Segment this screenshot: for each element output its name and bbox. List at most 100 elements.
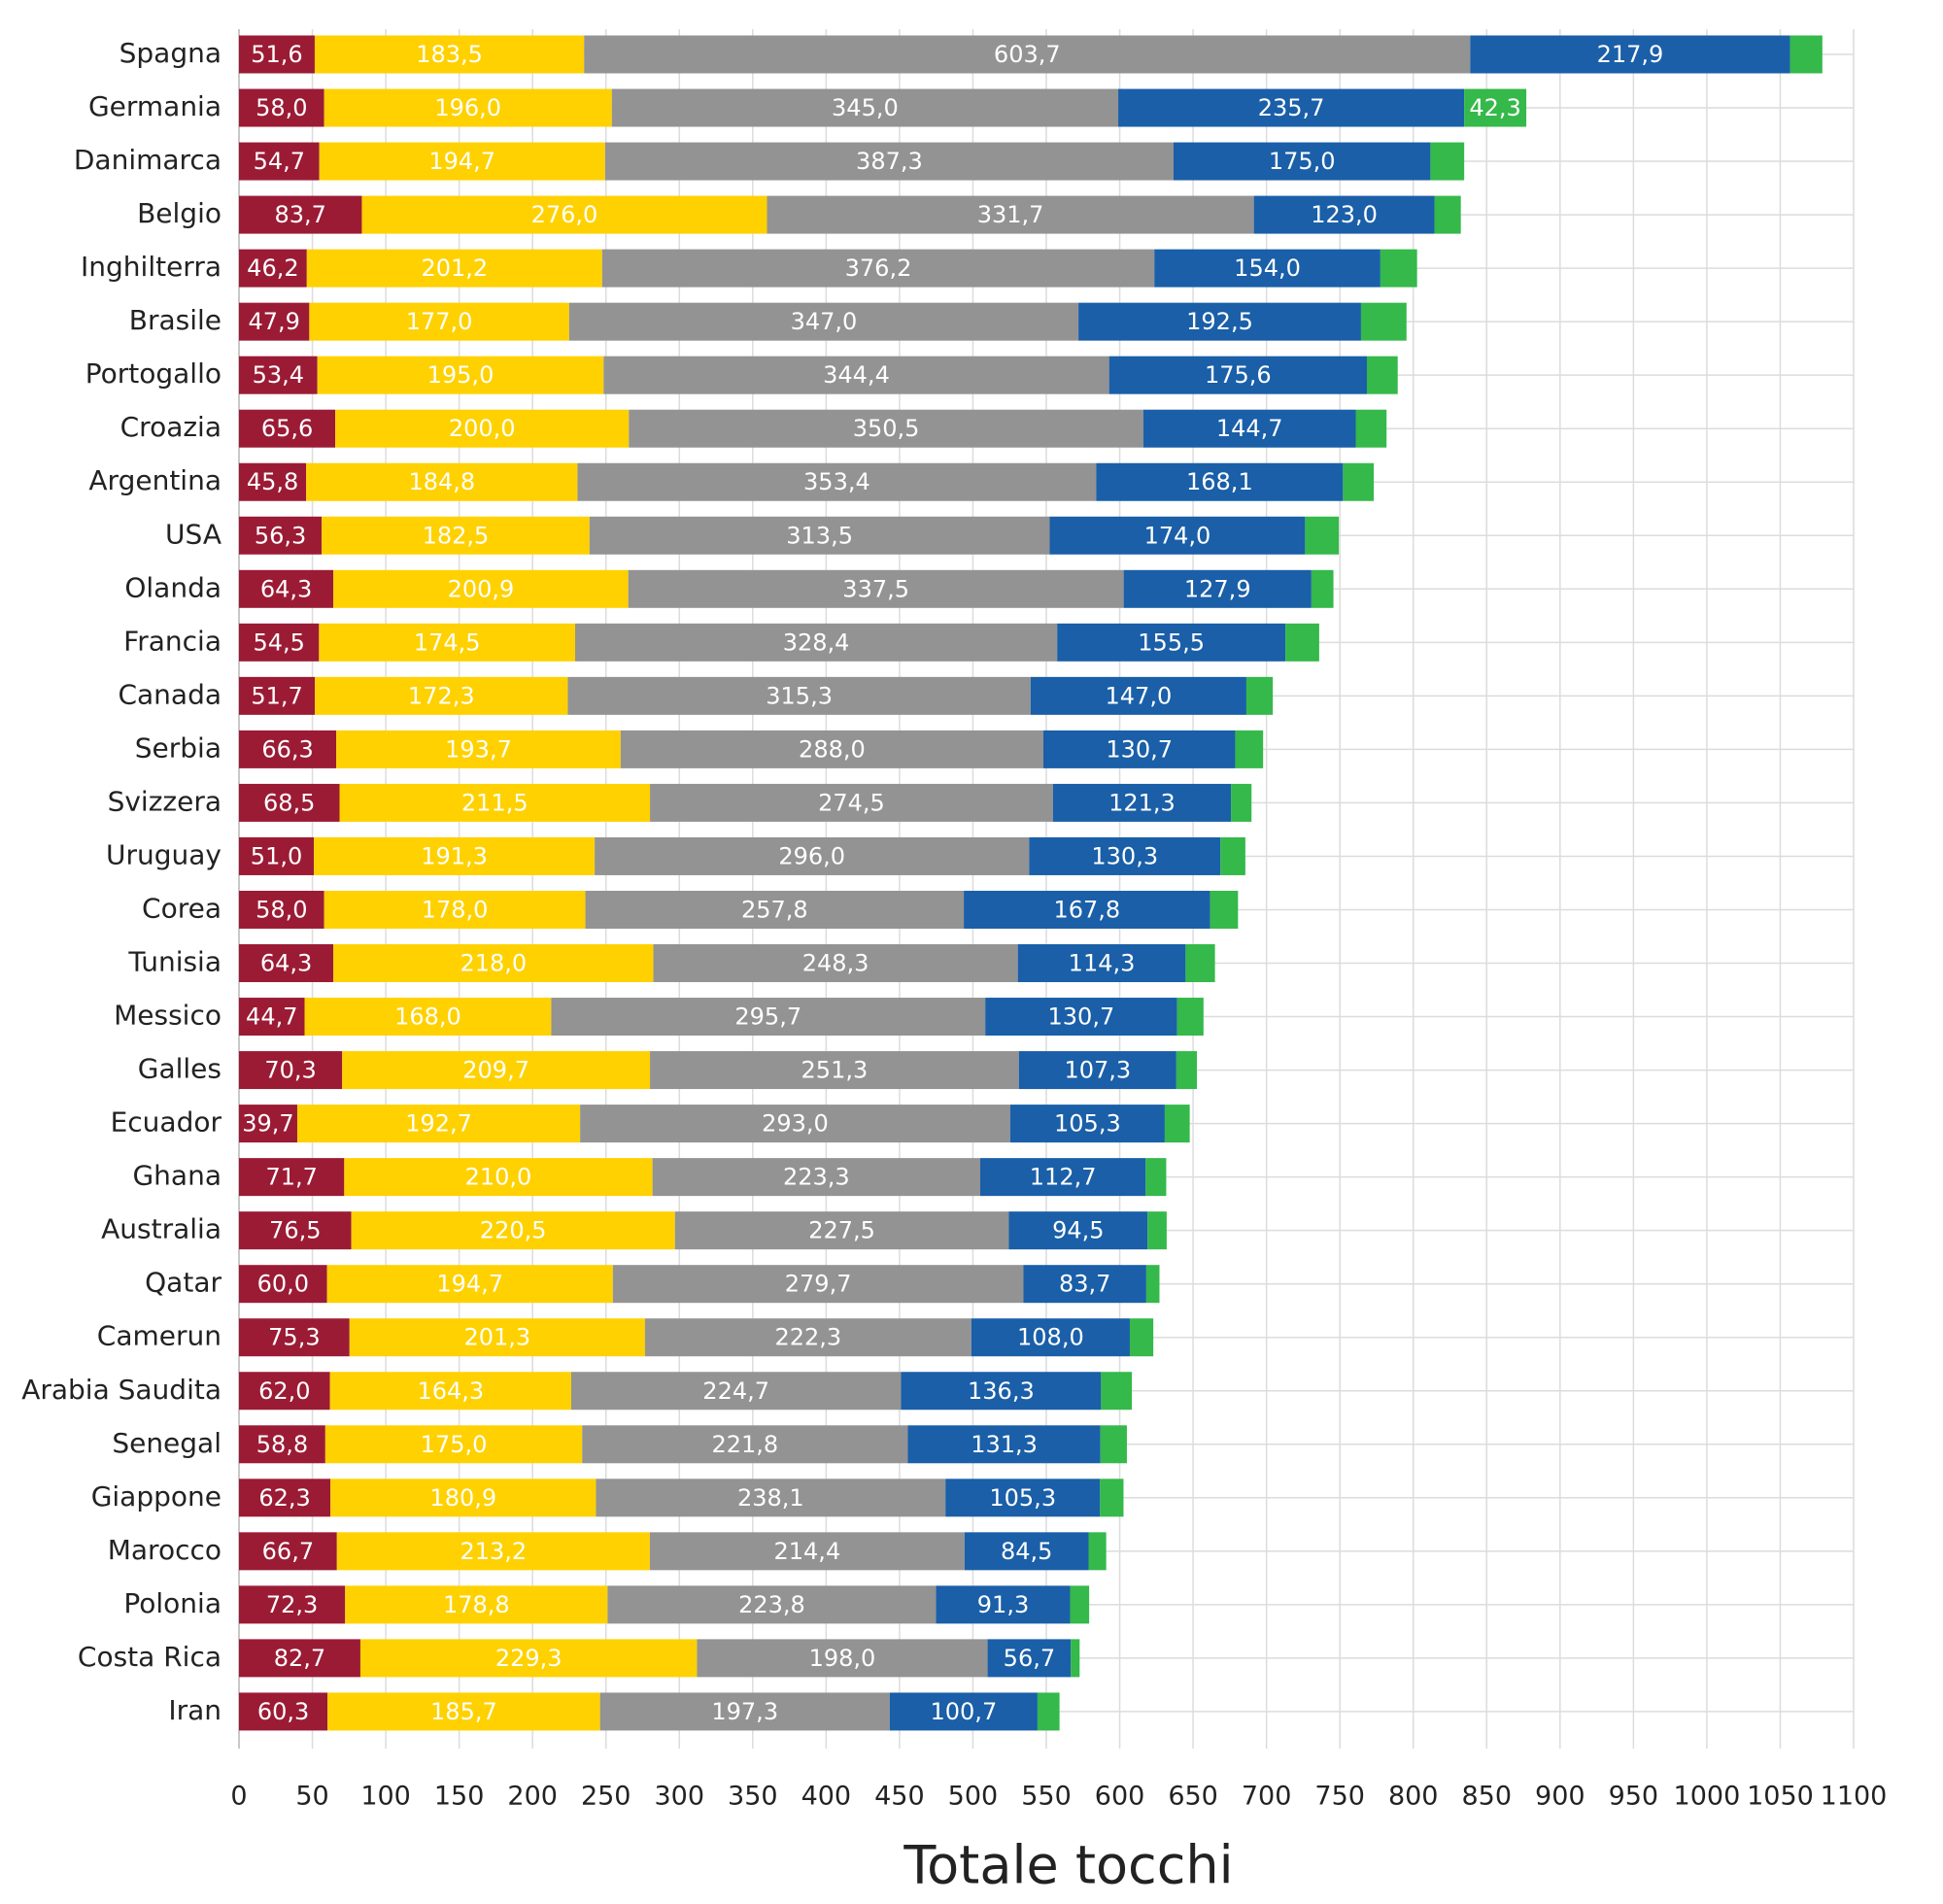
value-label: 193,7 (445, 735, 512, 763)
x-tick-label: 900 (1535, 1782, 1585, 1812)
value-label: 295,7 (734, 1003, 801, 1031)
bar-segment (1078, 302, 1361, 341)
value-label: 183,5 (416, 41, 483, 68)
bar-segment (1145, 1265, 1160, 1304)
value-label: 192,7 (405, 1110, 472, 1138)
value-label: 235,7 (1258, 94, 1325, 121)
value-label: 201,2 (421, 255, 488, 282)
bar-segment (306, 249, 602, 288)
value-label: 66,3 (261, 735, 313, 763)
value-label: 288,0 (799, 735, 866, 763)
bar-segment (309, 302, 569, 341)
bar-segment (322, 516, 590, 555)
y-tick-label: Olanda (124, 571, 222, 603)
bar-segment (674, 1211, 1009, 1250)
x-tick-label: 250 (581, 1782, 631, 1812)
bar-segment (1023, 1265, 1146, 1304)
x-tick-label: 550 (1021, 1782, 1072, 1812)
bar-segment (582, 1425, 908, 1464)
bar-segment (324, 1425, 583, 1464)
bar-segment (239, 35, 315, 74)
bar-segment (239, 195, 362, 234)
value-label: 82,7 (274, 1645, 325, 1672)
value-label: 185,7 (430, 1698, 497, 1725)
bar-segment (239, 1318, 350, 1357)
bar-segment (1355, 409, 1387, 448)
y-tick-label: Danimarca (74, 144, 222, 176)
bar-segment (239, 676, 316, 715)
value-label: 62,0 (258, 1377, 310, 1405)
bar-segment (697, 1639, 988, 1678)
value-label: 180,9 (429, 1484, 496, 1512)
value-label: 70,3 (264, 1057, 316, 1084)
value-label: 248,3 (802, 950, 869, 977)
bar-segment (980, 1158, 1146, 1197)
bar-segment (589, 516, 1050, 555)
bar-segment (239, 1158, 345, 1197)
bar-segment (1008, 1211, 1148, 1250)
value-label: 194,7 (436, 1271, 503, 1298)
y-tick-label: Marocco (108, 1534, 222, 1566)
value-label: 344,4 (823, 361, 890, 389)
bar-segment (239, 569, 334, 608)
value-label: 168,1 (1186, 468, 1253, 495)
value-label: 350,5 (853, 415, 920, 442)
bar-segment (239, 1639, 360, 1678)
bar-segment (1790, 35, 1823, 74)
bar-segment (1366, 356, 1398, 394)
value-label: 210,0 (465, 1164, 532, 1191)
bar-segment (599, 1692, 890, 1731)
x-tick-label: 200 (507, 1782, 558, 1812)
value-label: 75,3 (268, 1324, 320, 1351)
x-tick-label: 400 (801, 1782, 852, 1812)
bar-segment (551, 998, 986, 1037)
value-label: 64,3 (260, 575, 312, 602)
value-label: 58,8 (256, 1431, 308, 1458)
value-label: 164,3 (417, 1377, 484, 1405)
value-label: 194,7 (428, 148, 495, 175)
bar-segment (1380, 249, 1417, 288)
value-label: 197,3 (711, 1698, 778, 1725)
value-label: 313,5 (786, 522, 853, 549)
bar-segment (1176, 1051, 1198, 1090)
x-tick-label: 850 (1461, 1782, 1512, 1812)
value-label: 56,3 (255, 522, 306, 549)
bar-segment (1018, 1051, 1176, 1090)
value-label: 175,6 (1205, 361, 1272, 389)
value-label: 131,3 (971, 1431, 1038, 1458)
value-label: 66,7 (262, 1538, 314, 1565)
bar-segment (964, 890, 1210, 929)
y-tick-label: Serbia (135, 731, 222, 764)
bar-segment (314, 836, 596, 875)
bar-segment (329, 1372, 571, 1411)
x-tick-label: 500 (948, 1782, 999, 1812)
bar-segment (1088, 1532, 1107, 1571)
value-label: 100,7 (931, 1698, 998, 1725)
x-tick-label: 300 (654, 1782, 704, 1812)
bar-segment (1052, 783, 1232, 822)
value-label: 108,0 (1017, 1324, 1084, 1351)
bar-segment (601, 249, 1155, 288)
bar-segment (330, 1479, 597, 1517)
y-tick-label: Australia (101, 1213, 222, 1245)
value-label: 130,7 (1106, 735, 1173, 763)
value-label: 182,5 (423, 522, 490, 549)
value-label: 105,3 (1054, 1110, 1121, 1138)
value-label: 177,0 (406, 308, 473, 335)
bar-segment (650, 783, 1053, 822)
value-label: 84,5 (1001, 1538, 1052, 1565)
value-label: 257,8 (741, 896, 808, 923)
value-label: 196,0 (434, 94, 501, 121)
value-label: 64,3 (260, 950, 312, 977)
value-label: 60,0 (257, 1271, 309, 1298)
bar-segment (306, 462, 578, 501)
value-label: 60,3 (257, 1698, 309, 1725)
bar-segment (336, 730, 621, 768)
bar-segment (1070, 1585, 1090, 1624)
value-label: 224,7 (702, 1377, 769, 1405)
value-label: 58,0 (256, 94, 307, 121)
value-label: 192,5 (1186, 308, 1253, 335)
value-label: 112,7 (1030, 1164, 1097, 1191)
value-label: 94,5 (1052, 1217, 1104, 1244)
bar-segment (349, 1318, 645, 1357)
